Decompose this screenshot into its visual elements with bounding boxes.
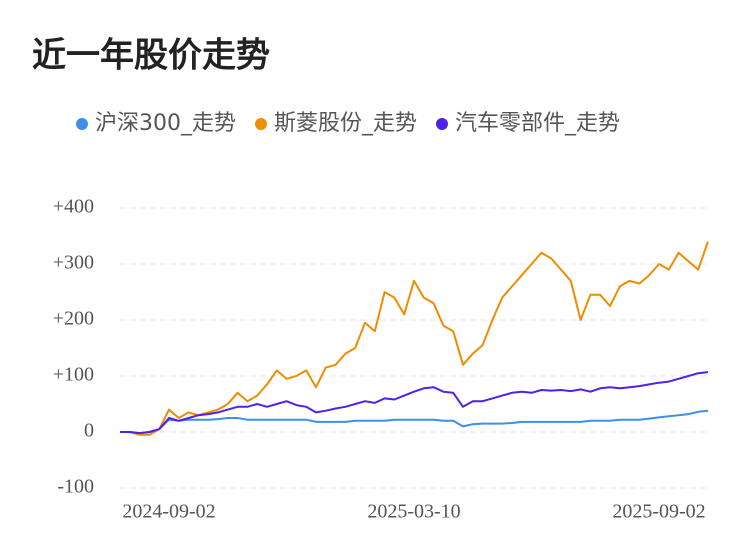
legend-marker — [436, 118, 449, 130]
x-tick-label: 2024-09-02 — [122, 501, 215, 523]
legend-label: 斯菱股份_走势 — [274, 111, 417, 136]
y-tick-label: +300 — [53, 252, 94, 274]
chart-title: 近一年股价走势 — [32, 36, 270, 76]
y-tick-label: +400 — [53, 196, 94, 218]
x-tick-label: 2025-03-10 — [367, 501, 460, 523]
legend-label: 沪深300_走势 — [95, 111, 236, 136]
legend-marker — [255, 118, 267, 130]
x-tick-label: 2025-09-02 — [612, 501, 705, 523]
y-tick-label: -100 — [57, 476, 94, 498]
y-tick-label: 0 — [84, 420, 94, 442]
y-tick-label: +100 — [53, 364, 94, 386]
legend-marker — [76, 118, 88, 130]
series-line — [120, 241, 709, 436]
series-line — [120, 409, 709, 435]
y-tick-label: +200 — [53, 308, 94, 330]
legend-label: 汽车零部件_走势 — [455, 111, 620, 136]
series-line — [120, 371, 709, 435]
